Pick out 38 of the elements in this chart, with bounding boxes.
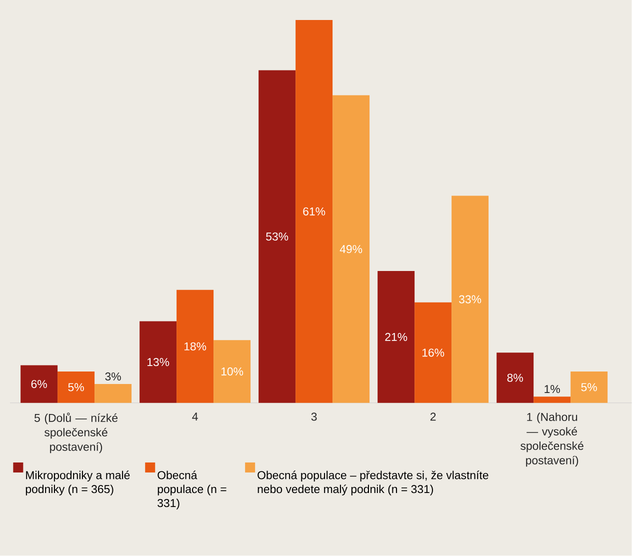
data-label: 1% bbox=[544, 385, 560, 394]
data-label: 61% bbox=[303, 207, 326, 216]
x-tick-label: 3 bbox=[311, 412, 317, 421]
bar bbox=[378, 271, 415, 403]
bar bbox=[332, 95, 370, 403]
data-label: 8% bbox=[507, 374, 523, 382]
data-label: 5% bbox=[581, 383, 597, 392]
legend-label: Obecná populace (n = 331) bbox=[158, 470, 226, 510]
bar bbox=[570, 372, 608, 403]
bar bbox=[496, 352, 534, 403]
x-tick-label: 4 bbox=[192, 412, 198, 421]
legend-label: Mikropodniky a malé podniky (n = 365) bbox=[26, 470, 130, 496]
bar bbox=[140, 321, 177, 403]
data-label: 13% bbox=[147, 358, 170, 366]
data-label: 21% bbox=[385, 333, 408, 342]
data-label: 3% bbox=[105, 372, 121, 381]
bar bbox=[214, 340, 251, 403]
data-label: 6% bbox=[31, 380, 47, 388]
bar bbox=[176, 290, 214, 403]
data-label: 16% bbox=[422, 348, 444, 357]
bar bbox=[534, 396, 571, 403]
bar bbox=[258, 70, 296, 403]
bar bbox=[414, 302, 452, 403]
bar bbox=[94, 384, 132, 403]
bar bbox=[452, 196, 489, 403]
data-label: 49% bbox=[340, 245, 362, 254]
bar bbox=[58, 372, 95, 403]
bar bbox=[20, 365, 58, 403]
x-tick-label: 5 (Dolů — nízké společenské postavení) bbox=[34, 412, 118, 454]
x-tick-label: 2 bbox=[430, 412, 436, 421]
data-label: 5% bbox=[68, 383, 84, 392]
x-tick-label: 1 (Nahoru — vysoké společenské postavení) bbox=[520, 412, 584, 467]
data-label: 33% bbox=[459, 295, 482, 304]
bar bbox=[296, 20, 333, 403]
legend-label: Obecná populace – představte si, že vlastníte nebo vedete malý podnik (n = 331) bbox=[258, 470, 488, 496]
data-label: 53% bbox=[266, 232, 288, 241]
data-label: 10% bbox=[221, 368, 244, 376]
data-label: 18% bbox=[184, 342, 206, 351]
